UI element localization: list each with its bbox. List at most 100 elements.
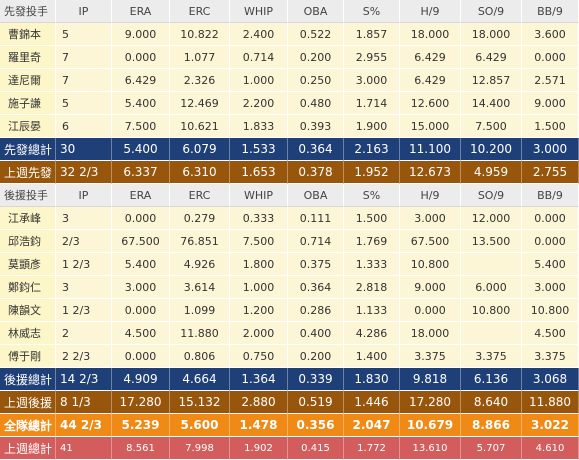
starter-row: 羅里奇 7 0.000 1.077 0.714 0.200 2.955 6.429 6.429 0…: [0, 46, 579, 69]
cell-ip: 2: [56, 322, 112, 345]
cell-h9: 6.429: [400, 69, 461, 92]
cell-s-pct: 1.772: [344, 437, 400, 460]
cell-bb9: 1.500: [522, 115, 579, 138]
cell-ip: 2/3: [56, 230, 112, 253]
cell-name: 上週後援: [0, 391, 56, 414]
starter-row: 曹錦本 5 9.000 10.822 2.400 0.522 1.857 18.000 18.0…: [0, 23, 579, 46]
relievers-total-row: 後援總計 14 2/3 4.909 4.664 1.364 0.339 1.830 9.818…: [0, 368, 579, 391]
cell-name: 施子謙: [0, 92, 56, 115]
cell-oba: 0.375: [288, 253, 344, 276]
cell-bb9: 4.500: [522, 322, 579, 345]
cell-whip: 1.800: [230, 253, 288, 276]
cell-era: 6.337: [112, 161, 170, 184]
cell-erc: 2.326: [170, 69, 230, 92]
starters-last-week-row: 上週先發 32 2/3 6.337 6.310 1.653 0.378 1.952 12.67…: [0, 161, 579, 184]
cell-s-pct: 2.818: [344, 276, 400, 299]
cell-erc: 7.998: [170, 437, 230, 460]
cell-era: 3.000: [112, 276, 170, 299]
cell-name: 上週先發: [0, 161, 56, 184]
cell-era: 5.400: [112, 253, 170, 276]
cell-name: 後援總計: [0, 368, 56, 391]
cell-bb9: 3.068: [522, 368, 579, 391]
cell-h9: 11.100: [400, 138, 461, 161]
cell-h9: 17.280: [400, 391, 461, 414]
cell-bb9: 0.000: [522, 207, 579, 230]
cell-era: 8.561: [112, 437, 170, 460]
header-era: ERA: [112, 184, 170, 207]
cell-h9: 3.375: [400, 345, 461, 368]
cell-bb9: 5.400: [522, 253, 579, 276]
cell-s-pct: 1.952: [344, 161, 400, 184]
header-bb9: BB/9: [522, 0, 579, 23]
cell-s-pct: 1.500: [344, 207, 400, 230]
cell-name: 莫顗彥: [0, 253, 56, 276]
cell-whip: 7.500: [230, 230, 288, 253]
header-so9: SO/9: [461, 184, 522, 207]
starter-row: 施子謙 5 5.400 12.469 2.200 0.480 1.714 12.600 14.4…: [0, 92, 579, 115]
header-whip: WHIP: [230, 184, 288, 207]
cell-h9: 3.000: [400, 207, 461, 230]
header-name: 先發投手: [0, 0, 56, 23]
reliever-row: 莫顗彥 1 2/3 5.400 4.926 1.800 0.375 1.333 10.800 5…: [0, 253, 579, 276]
cell-oba: 0.393: [288, 115, 344, 138]
cell-name: 陳韻文: [0, 299, 56, 322]
cell-so9: 14.400: [461, 92, 522, 115]
cell-s-pct: 2.163: [344, 138, 400, 161]
cell-so9: 8.640: [461, 391, 522, 414]
cell-s-pct: 1.446: [344, 391, 400, 414]
cell-h9: 0.000: [400, 299, 461, 322]
cell-so9: 8.866: [461, 414, 522, 437]
cell-bb9: 3.022: [522, 414, 579, 437]
header-s-pct: S%: [344, 184, 400, 207]
cell-era: 0.000: [112, 46, 170, 69]
cell-whip: 2.880: [230, 391, 288, 414]
cell-erc: 76.851: [170, 230, 230, 253]
reliever-row: 鄭鈞仁 3 3.000 3.614 1.000 0.364 2.818 9.000 6.000 3…: [0, 276, 579, 299]
cell-erc: 11.880: [170, 322, 230, 345]
cell-ip: 5: [56, 23, 112, 46]
cell-erc: 6.310: [170, 161, 230, 184]
last-week-total-row: 上週總計 41 8.561 7.998 1.902 0.415 1.772 13.610 5.7…: [0, 437, 579, 460]
cell-s-pct: 1.830: [344, 368, 400, 391]
cell-whip: 1.653: [230, 161, 288, 184]
cell-oba: 0.522: [288, 23, 344, 46]
cell-erc: 4.926: [170, 253, 230, 276]
cell-so9: [461, 253, 522, 276]
header-name: 後援投手: [0, 184, 56, 207]
header-whip: WHIP: [230, 0, 288, 23]
starter-row: 江辰晏 6 7.500 10.621 1.833 0.393 1.900 15.000 7.50…: [0, 115, 579, 138]
cell-so9: 10.200: [461, 138, 522, 161]
cell-ip: 3: [56, 276, 112, 299]
cell-whip: 1.533: [230, 138, 288, 161]
header-s-pct: S%: [344, 0, 400, 23]
cell-oba: 0.378: [288, 161, 344, 184]
cell-name: 上週總計: [0, 437, 56, 460]
cell-bb9: 9.000: [522, 92, 579, 115]
reliever-row: 邱浩鈞 2/3 67.500 76.851 7.500 0.714 1.769 67.500 1…: [0, 230, 579, 253]
starters-total-row: 先發總計 30 5.400 6.079 1.533 0.364 2.163 11.100 10.…: [0, 138, 579, 161]
cell-ip: 41: [56, 437, 112, 460]
cell-s-pct: 2.955: [344, 46, 400, 69]
cell-bb9: 3.000: [522, 138, 579, 161]
cell-name: 鄭鈞仁: [0, 276, 56, 299]
header-h9: H/9: [400, 0, 461, 23]
cell-name: 先發總計: [0, 138, 56, 161]
cell-erc: 12.469: [170, 92, 230, 115]
cell-so9: 3.375: [461, 345, 522, 368]
cell-bb9: 10.800: [522, 299, 579, 322]
cell-h9: 10.679: [400, 414, 461, 437]
reliever-row: 陳韻文 1 2/3 0.000 1.099 1.200 0.286 1.133 0.000 10…: [0, 299, 579, 322]
cell-ip: 2 2/3: [56, 345, 112, 368]
cell-bb9: 0.000: [522, 46, 579, 69]
cell-name: 達尼爾: [0, 69, 56, 92]
cell-erc: 5.600: [170, 414, 230, 437]
cell-whip: 1.833: [230, 115, 288, 138]
cell-ip: 30: [56, 138, 112, 161]
cell-so9: [461, 322, 522, 345]
cell-so9: 13.500: [461, 230, 522, 253]
cell-ip: 32 2/3: [56, 161, 112, 184]
cell-ip: 14 2/3: [56, 368, 112, 391]
cell-era: 5.239: [112, 414, 170, 437]
cell-erc: 10.621: [170, 115, 230, 138]
